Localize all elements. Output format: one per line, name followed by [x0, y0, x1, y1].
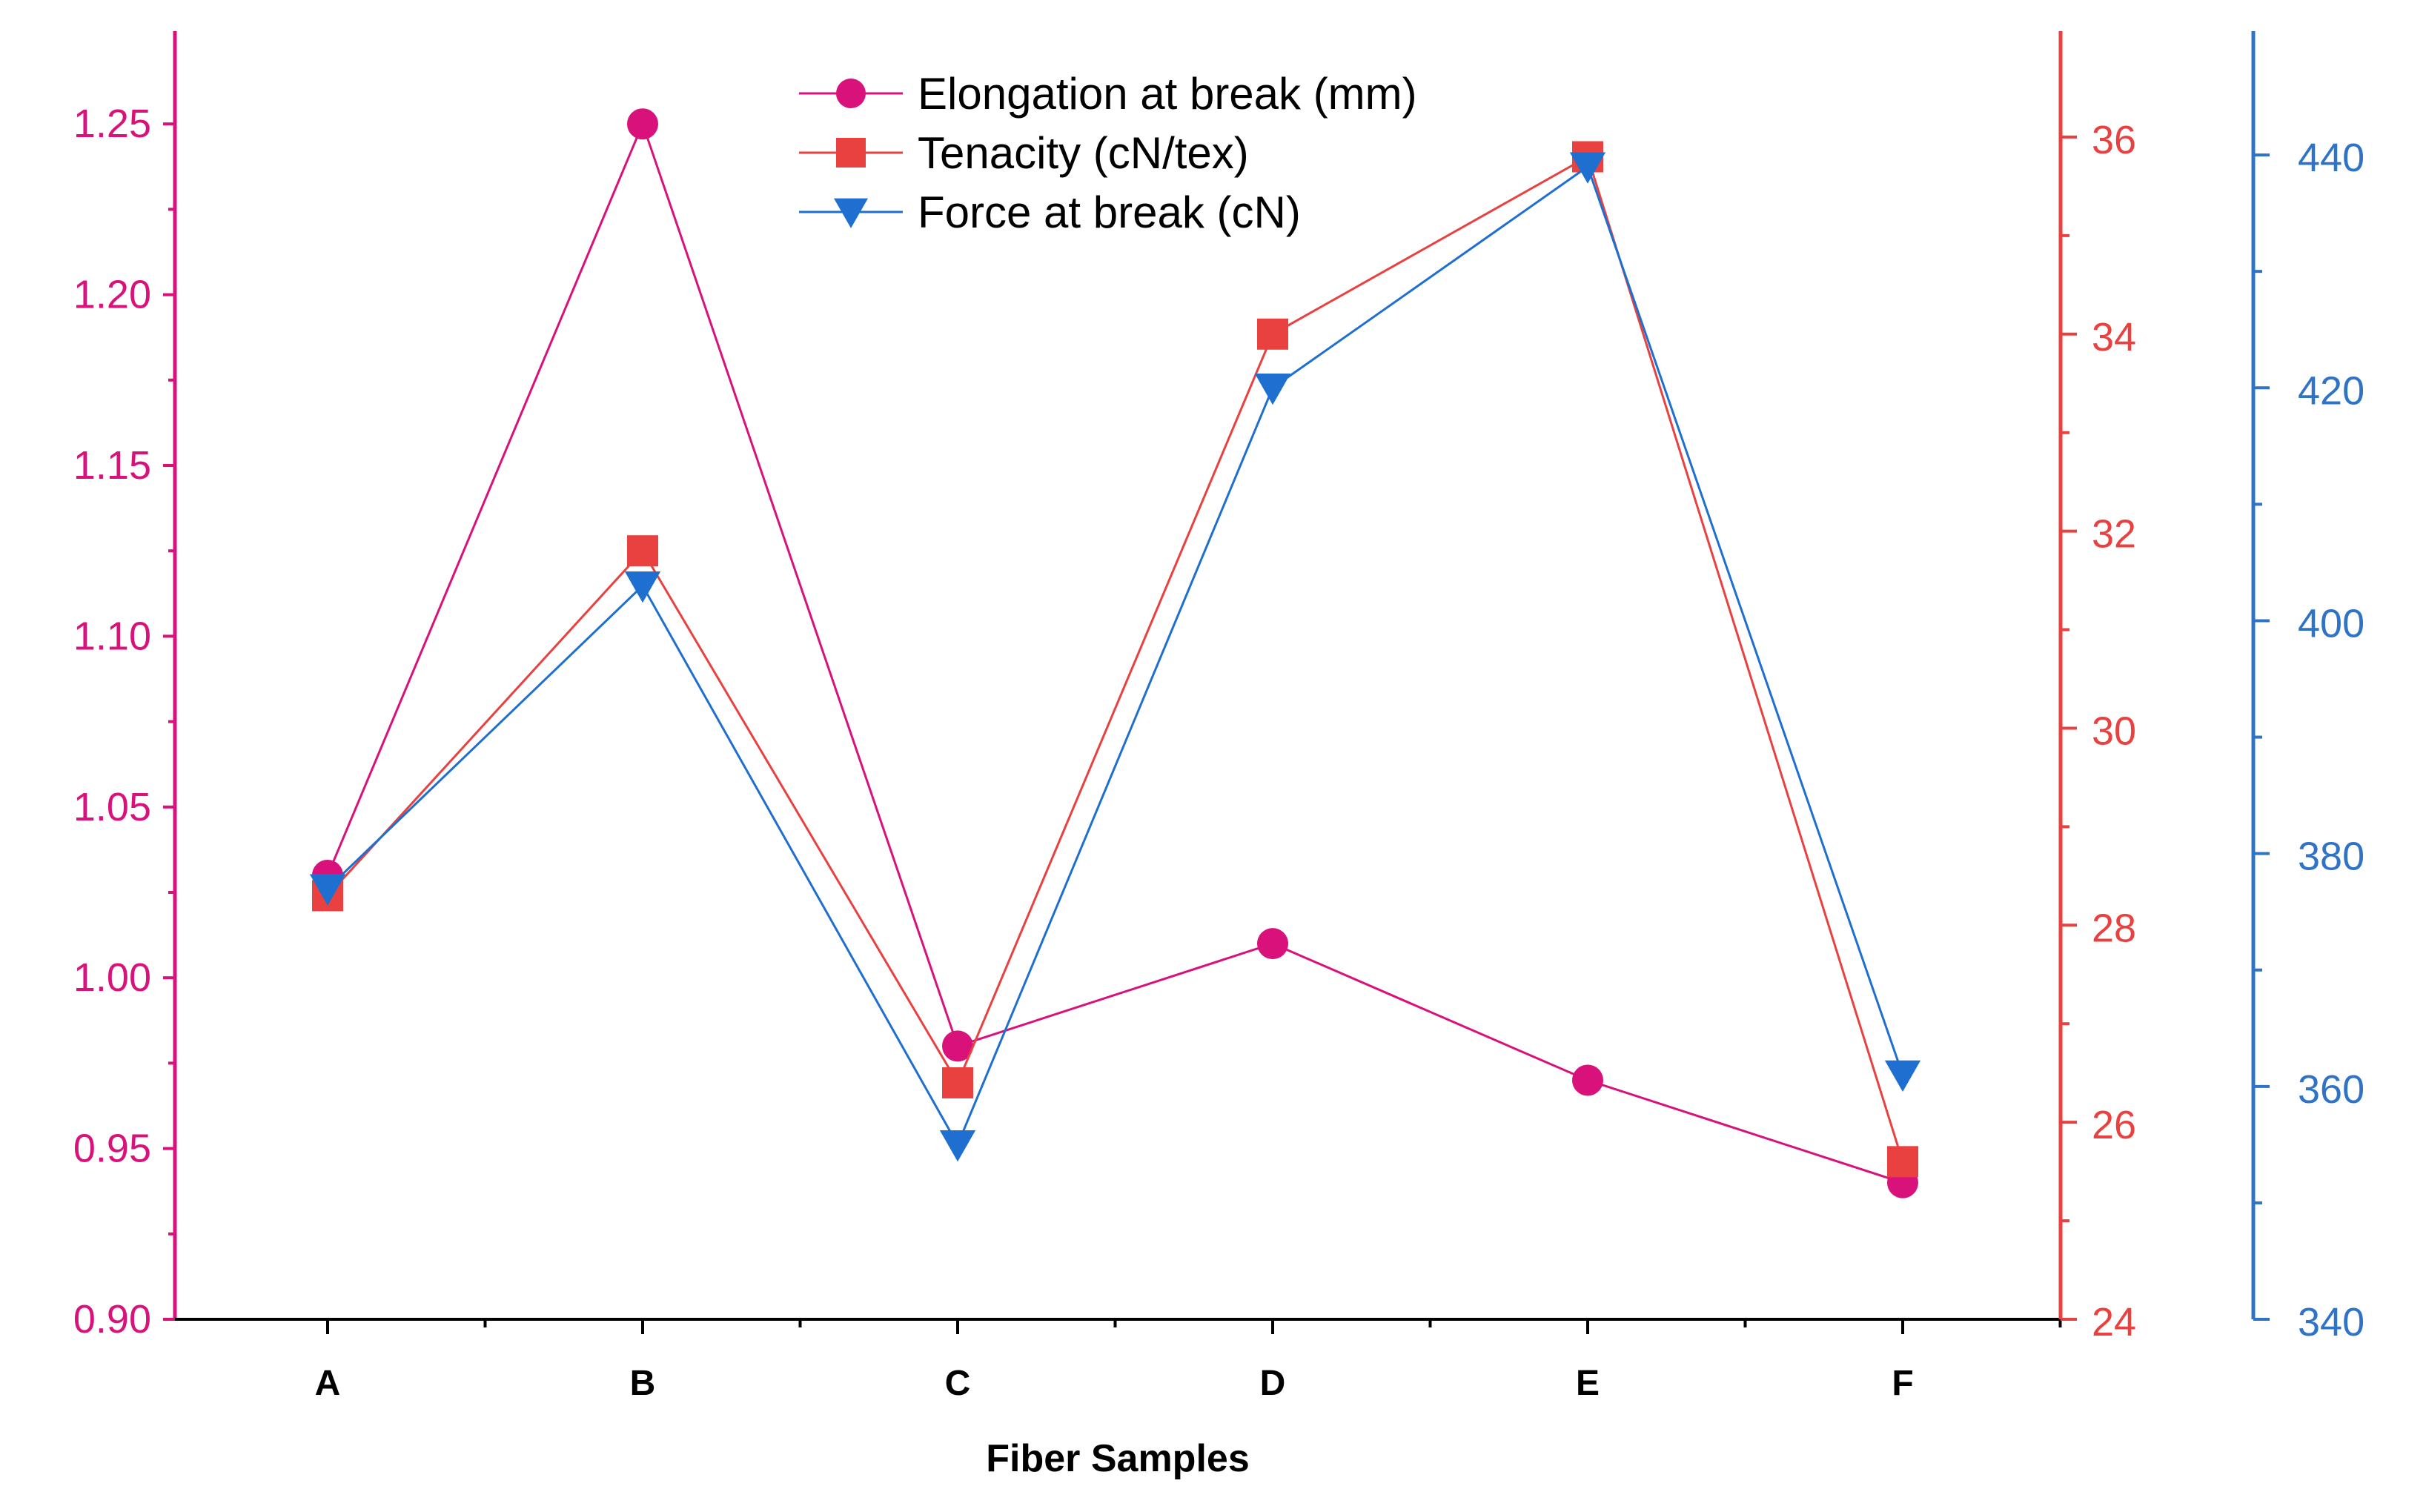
series-1-point-D [1257, 928, 1288, 960]
right-axis-1-tick-label: 36 [2092, 118, 2136, 162]
series-line-2 [326, 155, 1904, 1162]
series-line-1 [326, 120, 1903, 1184]
left-axis-tick-label: 1.10 [73, 614, 151, 658]
series-3-point-C [939, 1130, 976, 1162]
legend-label-2: Tenacity (cN/tex) [918, 128, 1249, 178]
right-axis-1-tick-label: 26 [2092, 1103, 2136, 1147]
left-axis-tick-label: 1.00 [73, 955, 151, 1000]
x-axis-title: Fiber Samples [986, 1437, 1249, 1480]
left-axis-tick-label: 1.25 [73, 102, 151, 146]
right-axis-2-tick-label: 360 [2298, 1067, 2364, 1112]
legend-marker-3 [834, 198, 868, 228]
left-axis-tick-label: 1.20 [73, 273, 151, 317]
series-2-point-C [942, 1067, 973, 1098]
series-2-point-D [1257, 318, 1288, 350]
right-axis-1-tick-label: 28 [2092, 906, 2136, 950]
axes-layer: 0.90 0.95 1.00 1.05 1.10 1.15 1.20 1.25 A B C D E F 24… [73, 31, 2364, 1403]
left-axis-tick-label: 1.05 [73, 785, 151, 829]
series-line-3 [326, 165, 1904, 1147]
left-axis-tick-label: 1.15 [73, 443, 151, 488]
series-3-point-D [1254, 373, 1291, 405]
right-axis-1-tick-label: 24 [2092, 1300, 2136, 1344]
legend-marker-2 [836, 138, 866, 168]
x-axis-tick-label: B [630, 1364, 656, 1403]
legend-label-1: Elongation at break (mm) [918, 69, 1417, 119]
series-3-point-A [309, 874, 346, 906]
series-1-point-C [942, 1030, 973, 1062]
right-axis-1-tick-label: 34 [2092, 315, 2136, 359]
x-axis-tick-label: E [1576, 1364, 1600, 1403]
x-axis-tick-label: A [315, 1364, 341, 1403]
legend-label-3: Force at break (cN) [918, 188, 1301, 237]
left-axis-tick-label: 0.90 [73, 1297, 151, 1342]
series-1-point-E [1572, 1064, 1603, 1096]
series-3-point-E [1569, 152, 1606, 184]
legend: Elongation at break (mm) Tenacity (cN/tex… [799, 69, 1417, 237]
left-axis-tick-label: 0.95 [73, 1127, 151, 1171]
series-3-point-B [624, 571, 661, 603]
series-3-point-F [1884, 1060, 1921, 1092]
right-axis-2-tick-label: 420 [2298, 368, 2364, 413]
right-axis-1-tick-label: 30 [2092, 709, 2136, 753]
series-1-point-B [627, 108, 658, 140]
right-axis-2-tick-label: 400 [2298, 601, 2364, 646]
series-2-point-F [1887, 1146, 1918, 1178]
x-axis-tick-label: F [1892, 1364, 1913, 1403]
right-axis-2-tick-label: 440 [2298, 136, 2364, 180]
legend-marker-1 [836, 79, 866, 108]
series-2-point-B [627, 535, 658, 567]
x-axis-tick-label: D [1260, 1364, 1286, 1403]
right-axis-2-tick-label: 380 [2298, 835, 2364, 879]
series-layer [309, 108, 1921, 1198]
right-axis-1-tick-label: 32 [2092, 512, 2136, 557]
right-axis-2-tick-label: 340 [2298, 1300, 2364, 1344]
x-axis-tick-label: C [945, 1364, 971, 1403]
